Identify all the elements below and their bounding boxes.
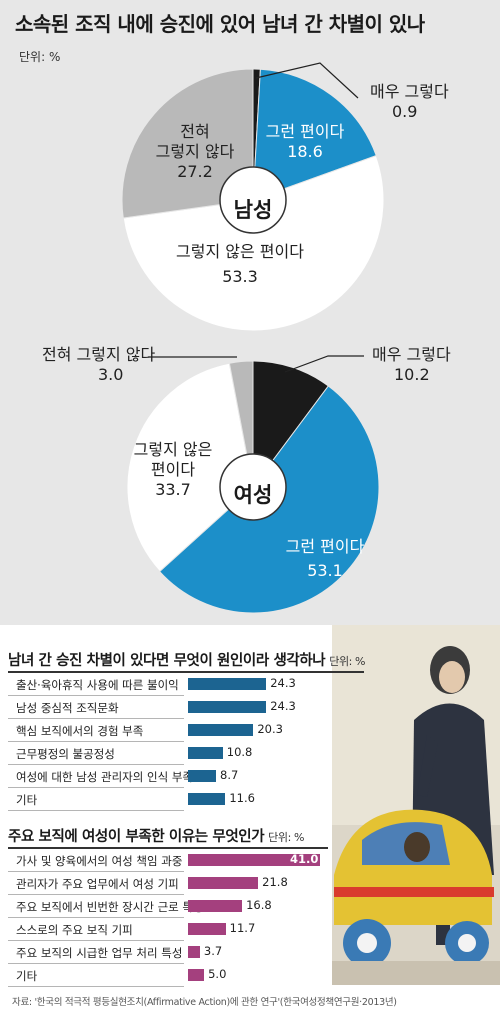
- survey-pie-section: 소속된 조직 내에 승진에 있어 남녀 간 차별이 있나 단위: % 매우 그렇…: [0, 0, 500, 625]
- main-title: 소속된 조직 내에 승진에 있어 남녀 간 차별이 있나: [15, 12, 425, 36]
- cause-bar: [188, 793, 226, 805]
- cause-row: 남성 중심적 조직문화 24.3: [8, 696, 368, 719]
- shortage-row: 기타 5.0: [8, 964, 368, 987]
- male-very-label: 매우 그렇다 0.9: [370, 82, 449, 121]
- cause-row-divider: [8, 718, 184, 719]
- shortage-bar: [188, 854, 320, 866]
- shortage-row-divider: [8, 917, 184, 918]
- male-pie-slice-1: [252, 68, 377, 201]
- cause-bar-value: 10.8: [226, 745, 253, 759]
- cause-row-divider: [8, 695, 184, 696]
- female-pie-center-circle: [219, 453, 287, 521]
- shortage-row: 주요 보직의 시급한 업무 처리 특성 3.7: [8, 941, 368, 964]
- female-very-leader: [284, 355, 364, 373]
- shortage-row-divider: [8, 940, 184, 941]
- male-pie-center-circle: [219, 166, 287, 234]
- shortage-row: 스스로의 주요 보직 기피 11.7: [8, 918, 368, 941]
- shortage-row-divider: [8, 986, 184, 987]
- shortage-row-label: 주요 보직의 시급한 업무 처리 특성: [16, 946, 183, 960]
- cause-row-divider: [8, 787, 184, 788]
- bar-chart-1-title: 남녀 간 승진 차별이 있다면 무엇이 원인이라 생각하나 단위: %: [8, 653, 366, 669]
- female-notmuch-label: 그렇지 않은 편이다 33.7: [133, 440, 213, 499]
- female-very-label: 매우 그렇다 10.2: [372, 345, 451, 384]
- cause-row: 출산·육아휴직 사용에 따른 불이익 24.3: [8, 673, 368, 696]
- shortage-bar-value: 41.0: [290, 852, 319, 866]
- cause-bar: [188, 770, 216, 782]
- shortage-bar: [188, 946, 200, 958]
- cause-bar: [188, 747, 223, 759]
- cause-bar-value: 20.3: [257, 722, 283, 736]
- shortage-bar: [188, 923, 226, 935]
- cause-row: 핵심 보직에서의 경험 부족 20.3: [8, 719, 368, 742]
- cause-row-divider: [8, 810, 184, 811]
- shortage-bar-value: 11.7: [229, 921, 256, 935]
- shortage-bar: [188, 877, 259, 889]
- male-never-label: 전혀 그렇지 않다 27.2: [155, 122, 235, 181]
- cause-row-label: 출산·육아휴직 사용에 따른 불이익: [16, 678, 179, 692]
- shortage-row-label: 가사 및 양육에서의 여성 책임 과중: [16, 854, 183, 868]
- bar-chart-2-title: 주요 보직에 여성이 부족한 이유는 무엇인가 단위: %: [8, 829, 305, 845]
- shortage-row: 가사 및 양육에서의 여성 책임 과중 41.0: [8, 849, 368, 872]
- cause-row-label: 여성에 대한 남성 관리자의 인식 부족: [16, 770, 193, 784]
- female-some-label: 그런 편이다 53.1: [285, 537, 365, 580]
- cause-row: 여성에 대한 남성 관리자의 인식 부족 8.7: [8, 765, 368, 788]
- cause-bar-value: 11.6: [229, 791, 255, 805]
- male-notmuch-label: 그렇지 않은 편이다 53.3: [176, 242, 304, 286]
- cause-bar: [188, 724, 254, 736]
- shortage-bar: [188, 969, 205, 981]
- cause-row: 기타 11.6: [8, 788, 368, 811]
- cause-row-label: 근무평정의 불공정성: [16, 747, 115, 761]
- female-pie-slice-0: [252, 360, 330, 489]
- shortage-row: 주요 보직에서 빈번한 장시간 근로 특성 16.8: [8, 895, 368, 918]
- male-very-leader: [255, 62, 359, 99]
- shortage-row-label: 관리자가 주요 업무에서 여성 기피: [16, 877, 179, 891]
- shortage-row-divider: [8, 871, 184, 872]
- cause-bar-value: 24.3: [270, 699, 296, 713]
- shortage-bar-value: 16.8: [246, 898, 272, 912]
- male-some-label: 그런 편이다 18.6: [265, 122, 345, 161]
- male-pie-slice-2: [122, 154, 385, 332]
- female-never-label: 전혀 그렇지 않다 3.0: [42, 345, 156, 384]
- shortage-bar-value: 3.7: [203, 944, 223, 958]
- cause-row-divider: [8, 764, 184, 765]
- shortage-bar-value: 5.0: [208, 967, 227, 981]
- male-center-label: 남성: [233, 198, 273, 222]
- shortage-row-label: 스스로의 주요 보직 기피: [16, 923, 133, 937]
- female-pie-slice-2: [126, 362, 254, 573]
- unit-label: 단위: %: [19, 50, 61, 64]
- cause-bar-value: 8.7: [220, 768, 239, 782]
- mother-child-illustration: [332, 625, 500, 985]
- shortage-row: 관리자가 주요 업무에서 여성 기피 21.8: [8, 872, 368, 895]
- shortage-row-label: 기타: [16, 969, 38, 983]
- source-note: 자료: '한국의 적극적 평등실현조치(Affirmative Action)에…: [12, 997, 397, 1008]
- cause-bar: [188, 701, 267, 713]
- cause-row-label: 남성 중심적 조직문화: [16, 701, 119, 715]
- cause-bar-value: 24.3: [270, 676, 296, 690]
- shortage-row-divider: [8, 894, 184, 895]
- cause-row: 근무평정의 불공정성 10.8: [8, 742, 368, 765]
- cause-row-label: 핵심 보직에서의 경험 부족: [16, 724, 144, 738]
- cause-row-label: 기타: [16, 793, 38, 807]
- bar-chart-section: 남녀 간 승진 차별이 있다면 무엇이 원인이라 생각하나 단위: % 출산·육아…: [0, 625, 500, 1012]
- shortage-row-divider: [8, 963, 184, 964]
- pie-charts: [121, 62, 385, 614]
- male-pie-slice-3: [121, 68, 254, 219]
- bar-chart-2-rule: [8, 847, 328, 849]
- shortage-bar: [188, 900, 243, 912]
- bar-chart-1-rule: [8, 671, 364, 673]
- cause-row-divider: [8, 741, 184, 742]
- cause-bar: [188, 678, 267, 690]
- shortage-bar-value: 21.8: [262, 875, 288, 889]
- female-center-label: 여성: [233, 483, 273, 507]
- shortage-row-label: 주요 보직에서 빈번한 장시간 근로 특성: [16, 900, 204, 914]
